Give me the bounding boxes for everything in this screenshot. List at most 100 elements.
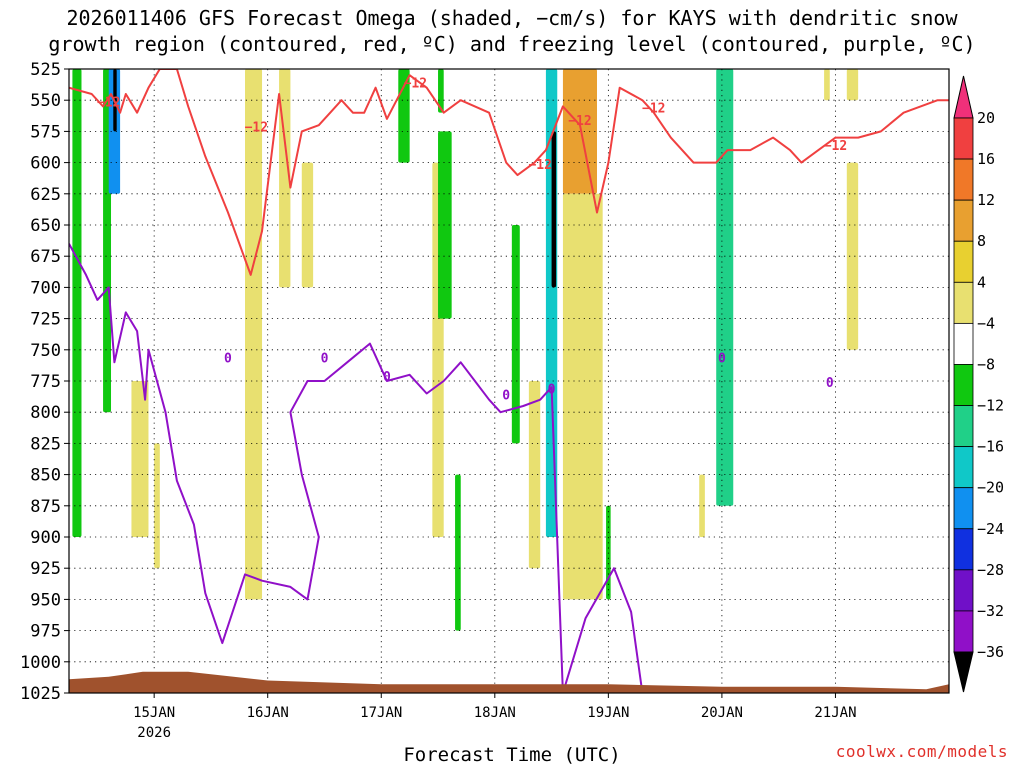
omega-region	[438, 69, 444, 113]
y-tick-label: 625	[30, 185, 61, 205]
y-tick-label: 925	[30, 559, 61, 579]
x-tick-label: 17JAN	[360, 705, 402, 721]
plot-frame	[68, 68, 950, 694]
y-tick-label: 550	[30, 91, 61, 111]
colorbar-segment	[953, 281, 974, 324]
colorbar-segment	[953, 199, 974, 242]
omega-region	[131, 381, 149, 537]
omega-region	[824, 69, 830, 101]
colorbar-label: 4	[977, 273, 986, 291]
y-tick-label: 975	[30, 622, 61, 642]
omega-region	[551, 131, 557, 288]
dgz-contour-label: −12	[824, 139, 847, 154]
contour-layer: −12 −12 −12 −12 −12 −12 −12 0 0 0 0 0 0 0	[69, 69, 949, 693]
omega-region	[528, 381, 541, 569]
y-tick-label: 650	[30, 216, 61, 236]
x-axis-label: Forecast Time (UTC)	[403, 744, 621, 766]
omega-region	[438, 131, 452, 319]
omega-region	[301, 162, 314, 288]
omega-region	[846, 162, 859, 350]
colorbar-label: −16	[977, 438, 1004, 456]
colorbar-segment	[953, 487, 974, 530]
colorbar-top-arrow	[953, 75, 974, 119]
x-tick-label: 19JAN	[587, 705, 629, 721]
y-tick-label: 1025	[20, 684, 61, 704]
colorbar-label: 20	[977, 109, 995, 127]
x-tick-label: 15JAN	[133, 705, 175, 721]
colorbar-label: −28	[977, 561, 1004, 579]
terrain-fill	[69, 671, 949, 693]
freezing-level-contour-line	[69, 243, 644, 693]
freezing-level-label: 0	[321, 351, 329, 366]
y-tick-label: 775	[30, 372, 61, 392]
colorbar-label: −8	[977, 355, 995, 373]
y-tick-label: 950	[30, 590, 61, 610]
freezing-level-label: 0	[224, 351, 232, 366]
omega-region	[72, 69, 82, 537]
dgz-contour-line	[69, 69, 949, 276]
omega-region	[699, 474, 705, 537]
x-tick-sublabel: 2026	[137, 725, 171, 741]
colorbar-label: 12	[977, 191, 995, 209]
colorbar-segment	[953, 240, 974, 283]
y-tick-label: 525	[30, 60, 61, 80]
freezing-level-label: 0	[548, 382, 556, 397]
colorbar-segment	[953, 446, 974, 489]
colorbar-segment	[953, 117, 974, 160]
colorbar-bottom-arrow	[953, 651, 974, 693]
dgz-contour-label: −12	[245, 120, 268, 135]
y-tick-label: 900	[30, 528, 61, 548]
y-tick-label: 750	[30, 341, 61, 361]
colorbar-segment	[953, 364, 974, 406]
colorbar-segment	[953, 569, 974, 612]
freezing-level-label: 0	[383, 370, 391, 385]
omega-region	[455, 474, 461, 631]
y-tick-label: 700	[30, 278, 61, 298]
colorbar-segment	[953, 158, 974, 201]
colorbar-label: −24	[977, 520, 1004, 538]
chart-title-line-2: growth region (contoured, red, ºC) and f…	[48, 32, 976, 56]
colorbar-segment	[953, 528, 974, 571]
x-tick-label: 20JAN	[701, 705, 743, 721]
dgz-contour-label: −12	[642, 102, 665, 117]
colorbar-label: −32	[977, 602, 1004, 620]
omega-region	[562, 69, 597, 194]
grid-layer	[69, 68, 949, 694]
y-tick-label: 725	[30, 310, 61, 330]
colorbar-label: 16	[977, 150, 995, 168]
y-tick-label: 875	[30, 497, 61, 517]
freezing-level-label: 0	[826, 376, 834, 391]
colorbar-label: −20	[977, 479, 1004, 497]
credit-link[interactable]: coolwx.com/models	[835, 742, 1008, 761]
x-tick-label: 16JAN	[247, 705, 289, 721]
dgz-contour-label: −12	[404, 77, 427, 92]
y-tick-label: 575	[30, 122, 61, 142]
omega-region	[154, 443, 160, 569]
y-tick-label: 600	[30, 154, 61, 174]
x-axis-ticks: 15JAN 2026 16JAN 17JAN 18JAN 19JAN 20JAN 21JAN	[133, 693, 857, 741]
omega-region	[846, 69, 859, 101]
dgz-contour-label: −12	[528, 158, 551, 173]
y-tick-label: 1000	[20, 653, 61, 673]
y-axis-ticks: 525 550 575 600 625 650 675 700 725 750 775 800 825 8…	[20, 60, 69, 704]
colorbar-segment	[953, 610, 974, 653]
y-tick-label: 850	[30, 466, 61, 486]
omega-region	[511, 225, 520, 444]
y-tick-label: 825	[30, 434, 61, 454]
colorbar-label: 8	[977, 232, 986, 250]
colorbar-segment	[953, 322, 974, 365]
colorbar-segment	[953, 405, 974, 448]
y-tick-label: 800	[30, 403, 61, 423]
dgz-contour-label: −12	[568, 114, 591, 129]
y-tick-label: 675	[30, 247, 61, 267]
colorbar-label: −12	[977, 397, 1004, 415]
x-tick-label: 18JAN	[474, 705, 516, 721]
x-tick-label: 21JAN	[814, 705, 856, 721]
terrain-layer	[69, 671, 949, 693]
colorbar-label: −36	[977, 643, 1004, 661]
colorbar: 20 16 12 8 4 −4 −8 −12 −16 −20 −24 −28 −32 −36	[953, 75, 1004, 693]
freezing-level-label: 0	[502, 389, 510, 404]
dgz-contour-label: −12	[97, 95, 120, 110]
omega-region	[562, 193, 603, 600]
